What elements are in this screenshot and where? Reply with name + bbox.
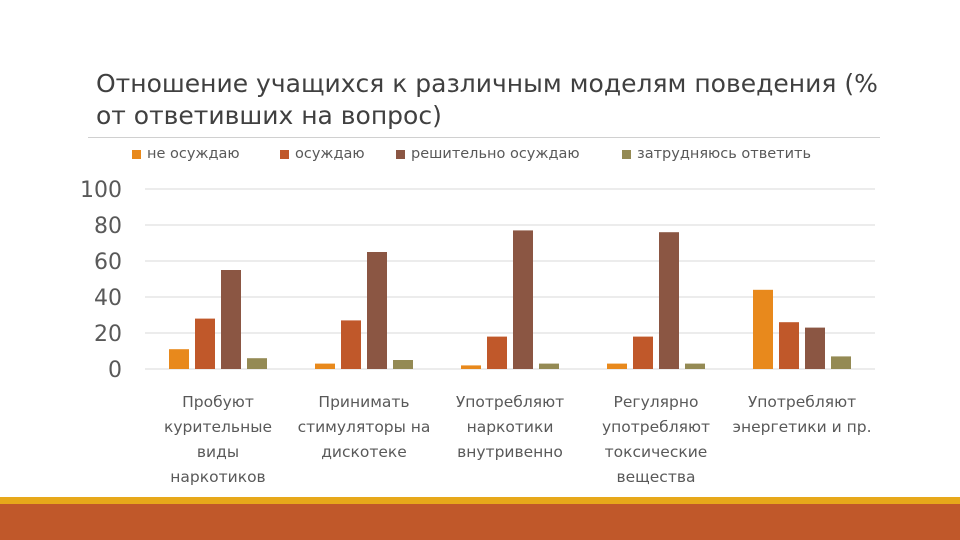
bar	[487, 336, 507, 369]
bar	[367, 252, 387, 369]
footer-band	[0, 504, 960, 540]
footer-bar	[0, 497, 960, 540]
bars	[169, 230, 851, 369]
x-tick-label: энергетики и пр.	[732, 418, 871, 436]
legend-item-zatrudnyayus-otvetit: затрудняюсь ответить	[622, 144, 811, 164]
bar	[633, 336, 653, 369]
legend-swatch	[396, 149, 405, 159]
y-tick-label: 100	[80, 178, 122, 203]
bar	[461, 365, 481, 369]
bar	[753, 289, 773, 369]
y-tick-label: 0	[108, 358, 122, 383]
x-tick-label: употребляют	[602, 418, 710, 436]
x-tick-label: дискотеке	[321, 443, 407, 461]
bar	[607, 363, 627, 369]
x-tick-label: Принимать	[318, 393, 409, 411]
bar	[341, 320, 361, 369]
legend-label: не осуждаю	[147, 146, 240, 162]
bar	[805, 327, 825, 369]
bar	[221, 270, 241, 369]
x-tick-label: курительные	[164, 418, 272, 436]
x-tick-label: Регулярно	[614, 393, 699, 411]
x-tick-label: виды	[197, 443, 239, 461]
bar	[315, 363, 335, 369]
y-axis-ticks: 0 20 40 60 80 100	[80, 178, 122, 383]
x-tick-label: токсические	[605, 443, 708, 461]
legend-item-osuzhdayu: осуждаю	[280, 144, 365, 164]
bar	[779, 322, 799, 369]
legend-item-ne-osuzhdayu: не осуждаю	[132, 144, 240, 164]
legend-label: осуждаю	[295, 146, 365, 162]
x-tick-label: Употребляют	[456, 393, 564, 411]
bar	[393, 360, 413, 369]
bar	[685, 363, 705, 369]
x-tick-label: вещества	[617, 468, 696, 486]
legend-label: затрудняюсь ответить	[637, 146, 812, 162]
bar	[513, 230, 533, 369]
bar	[659, 232, 679, 369]
x-tick-label: наркотики	[467, 418, 554, 436]
legend-swatch	[622, 149, 631, 159]
y-tick-label: 80	[94, 214, 122, 239]
y-tick-label: 60	[94, 250, 122, 275]
legend-item-reshitelno-osuzhdayu: решительно осуждаю	[396, 144, 580, 164]
footer-accent-line	[0, 497, 960, 504]
x-tick-label: стимуляторы на	[298, 418, 431, 436]
x-axis-labels: Пробуют курительные виды наркотиков Принимат…	[164, 393, 872, 486]
x-tick-label: Пробуют	[182, 393, 254, 411]
bar	[169, 349, 189, 369]
x-tick-label: внутривенно	[457, 443, 563, 461]
bar	[539, 363, 559, 369]
x-tick-label: Употребляют	[748, 393, 856, 411]
legend-swatch	[132, 149, 141, 159]
bar	[247, 358, 267, 369]
title-divider	[88, 137, 880, 138]
legend-label: решительно осуждаю	[411, 146, 580, 162]
bar	[831, 356, 851, 369]
x-tick-label: наркотиков	[170, 468, 265, 486]
chart-legend: не осуждаю осуждаю решительно осуждаю за…	[120, 144, 880, 164]
y-tick-label: 20	[94, 322, 122, 347]
legend-swatch	[280, 149, 289, 159]
bar	[195, 318, 215, 369]
y-tick-label: 40	[94, 286, 122, 311]
page-title: Отношение учащихся к различным моделям п…	[96, 69, 878, 130]
